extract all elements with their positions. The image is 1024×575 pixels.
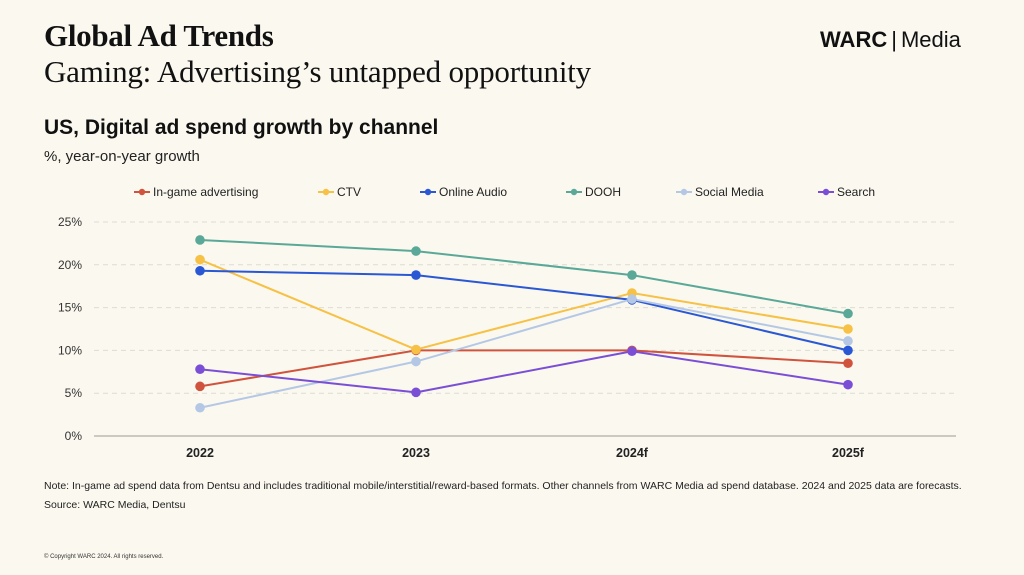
data-point — [195, 381, 205, 392]
data-point — [843, 308, 853, 319]
y-tick-label: 0% — [65, 429, 83, 443]
y-tick-label: 10% — [58, 343, 82, 357]
data-point — [627, 294, 637, 304]
legend-marker — [680, 188, 688, 196]
chart-subtitle: %, year-on-year growth — [44, 148, 200, 165]
x-tick-label: 2025f — [832, 446, 865, 460]
logo-separator: | — [891, 27, 897, 52]
chart-title: US, Digital ad spend growth by channel — [44, 116, 439, 139]
series-line — [199, 258, 849, 351]
legend-label: DOOH — [585, 185, 621, 199]
series-line — [199, 349, 849, 388]
legend-marker — [424, 188, 432, 196]
data-point — [843, 324, 853, 334]
logo-brand: WARC — [820, 27, 888, 52]
data-point — [843, 379, 853, 390]
data-point — [195, 254, 205, 265]
legend-label: Social Media — [695, 185, 764, 199]
data-point — [195, 235, 205, 245]
logo-product: Media — [900, 27, 961, 52]
series-line — [199, 238, 849, 315]
chart-source: Source: WARC Media, Dentsu — [44, 499, 186, 511]
legend-marker — [822, 188, 830, 196]
x-tick-label: 2022 — [186, 446, 214, 460]
chart-note: Note: In-game ad spend data from Dentsu … — [44, 480, 962, 492]
data-point — [627, 270, 637, 280]
series-line — [199, 350, 849, 394]
legend-marker — [322, 188, 330, 196]
series-line — [199, 298, 849, 409]
data-point — [843, 345, 853, 356]
copyright: © Copyright WARC 2024. All rights reserv… — [44, 554, 164, 560]
y-tick-label: 5% — [65, 386, 83, 400]
x-tick-label: 2024f — [616, 446, 649, 460]
data-point — [411, 387, 421, 398]
data-point — [843, 336, 853, 346]
data-point — [843, 358, 853, 369]
data-point — [627, 346, 637, 357]
warc-media-logo: WARC | Media — [820, 27, 961, 53]
legend-label: CTV — [337, 185, 361, 199]
data-point — [411, 356, 421, 367]
series-line — [199, 269, 849, 352]
data-point — [195, 265, 205, 276]
y-tick-label: 20% — [58, 258, 82, 272]
y-tick-label: 15% — [58, 301, 82, 315]
data-point — [195, 364, 205, 375]
data-point — [411, 344, 421, 355]
data-point — [411, 270, 421, 280]
legend-label: Search — [837, 185, 875, 199]
data-point — [195, 402, 205, 413]
y-tick-label: 25% — [58, 215, 82, 229]
legend-label: In-game advertising — [153, 185, 258, 199]
data-point — [411, 246, 421, 256]
legend-marker — [138, 188, 146, 196]
page-subtitle: Gaming: Advertising’s untapped opportuni… — [44, 54, 591, 89]
page-title: Global Ad Trends — [44, 18, 274, 53]
x-tick-label: 2023 — [402, 446, 430, 460]
legend-marker — [570, 188, 578, 196]
legend-label: Online Audio — [439, 185, 507, 199]
